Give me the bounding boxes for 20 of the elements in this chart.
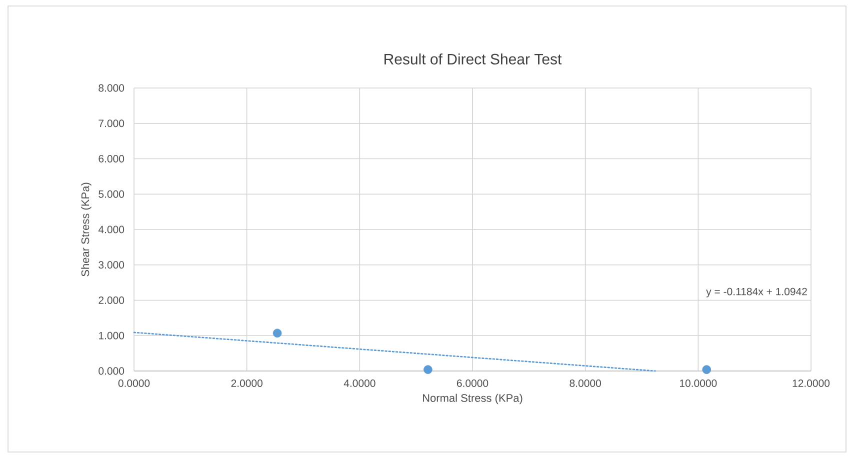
y-tick-label: 6.000	[98, 155, 124, 162]
y-axis-title: Shear Stress (KPa)	[81, 182, 92, 276]
annotation: y = -0.1184x + 1.0942	[706, 288, 807, 298]
x-tick-label: 0.0000	[118, 380, 150, 387]
x-tick-label: 2.0000	[231, 380, 262, 387]
x-tick-label: 8.0000	[570, 380, 601, 387]
y-tick-label: 7.000	[98, 120, 124, 128]
y-tick-label: 8.000	[98, 84, 124, 92]
x-tick-label: 10.0000	[680, 380, 717, 387]
x-axis-title: Normal Stress (KPa)	[422, 394, 522, 404]
x-tick-label: 6.0000	[456, 380, 488, 387]
chart-title: Result of Direct Shear Test	[384, 53, 562, 64]
x-tick-label: 4.0000	[344, 380, 376, 387]
y-tick-label: 0.000	[98, 367, 124, 375]
y-tick-label: 5.000	[98, 190, 124, 198]
y-tick-label: 4.000	[98, 226, 124, 234]
y-tick-label: 3.000	[98, 261, 124, 269]
y-tick-label: 1.000	[99, 332, 124, 340]
x-tick-label: 12.0000	[792, 380, 830, 387]
y-tick-label: 2.000	[98, 296, 124, 304]
